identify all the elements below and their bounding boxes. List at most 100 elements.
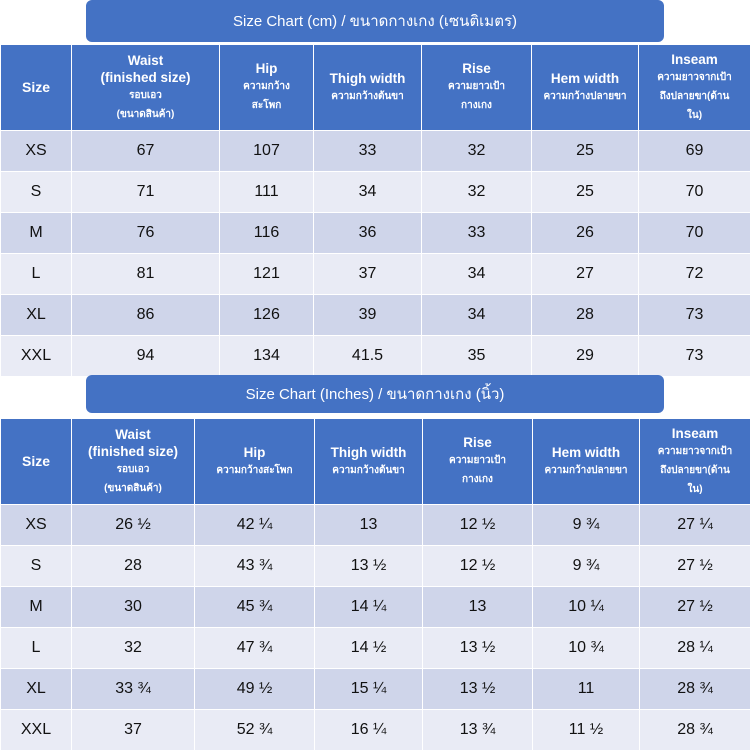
table-row: XXL 37 52 ¾ 16 ¼ 13 ¾ 11 ½ 28 ¾ <box>1 710 750 751</box>
inch-size-table: Size Waist (finished size) รอบเอว (ขนาดส… <box>0 418 750 751</box>
cm-cell: 72 <box>639 254 750 295</box>
inch-header-inseam-th: ความยาวจากเป้า ถึงปลายขา(ด้าน ใน) <box>640 442 750 499</box>
inch-cell: XXL <box>1 710 72 751</box>
cm-header-inseam-th: ความยาวจากเป้า ถึงปลายขา(ด้าน ใน) <box>639 68 750 125</box>
cm-cell: XXL <box>1 336 72 377</box>
cm-cell: 26 <box>532 213 639 254</box>
inch-header-hip: Hip ความกว้างสะโพก <box>195 419 315 505</box>
inch-cell: 14 ½ <box>315 628 423 669</box>
cm-cell: 70 <box>639 213 750 254</box>
cm-cell: 41.5 <box>314 336 422 377</box>
inch-header-hem: Hem width ความกว้างปลายขา <box>533 419 640 505</box>
inch-cell: 27 ½ <box>640 587 750 628</box>
inch-header-thigh-th: ความกว้างต้นขา <box>315 461 422 480</box>
inch-cell: 13 ½ <box>423 669 533 710</box>
table-row: XS 26 ½ 42 ¼ 13 12 ½ 9 ¾ 27 ¼ <box>1 505 750 546</box>
cm-cell: 34 <box>422 295 532 336</box>
cm-header-size-en: Size <box>1 79 71 96</box>
inch-header-thigh-en: Thigh width <box>315 444 422 461</box>
table-row: XS 67 107 33 32 25 69 <box>1 131 750 172</box>
cm-cell: 134 <box>220 336 314 377</box>
inch-header-rise-en: Rise <box>423 434 532 451</box>
inch-cell: 13 ½ <box>315 546 423 587</box>
inch-cell: 13 ¾ <box>423 710 533 751</box>
cm-cell: 29 <box>532 336 639 377</box>
cm-cell: 27 <box>532 254 639 295</box>
cm-cell: 25 <box>532 172 639 213</box>
inch-cell: 13 ½ <box>423 628 533 669</box>
inch-cell: XL <box>1 669 72 710</box>
inch-cell: 15 ¼ <box>315 669 423 710</box>
inch-header-thigh: Thigh width ความกว้างต้นขา <box>315 419 423 505</box>
cm-header-waist: Waist (finished size) รอบเอว (ขนาดสินค้า… <box>72 45 220 131</box>
cm-cell: 32 <box>422 172 532 213</box>
inch-cell: L <box>1 628 72 669</box>
cm-cell: 107 <box>220 131 314 172</box>
inch-cell: 12 ½ <box>423 505 533 546</box>
inch-cell: S <box>1 546 72 587</box>
inch-header-waist-en: Waist (finished size) <box>72 426 194 460</box>
table-row: S 28 43 ¾ 13 ½ 12 ½ 9 ¾ 27 ½ <box>1 546 750 587</box>
inch-header-inseam: Inseam ความยาวจากเป้า ถึงปลายขา(ด้าน ใน) <box>640 419 750 505</box>
inch-cell: 13 <box>423 587 533 628</box>
inch-cell: 42 ¼ <box>195 505 315 546</box>
inch-header-waist-th: รอบเอว (ขนาดสินค้า) <box>72 460 194 498</box>
inch-chart-title: Size Chart (Inches) / ขนาดกางเกง (นิ้ว) <box>86 375 664 413</box>
cm-header-thigh-en: Thigh width <box>314 70 421 87</box>
cm-header-hip-th: ความกว้าง สะโพก <box>220 77 313 115</box>
cm-header-thigh: Thigh width ความกว้างต้นขา <box>314 45 422 131</box>
cm-cell: XS <box>1 131 72 172</box>
cm-cell: 32 <box>422 131 532 172</box>
cm-cell: 116 <box>220 213 314 254</box>
inch-cell: 11 ½ <box>533 710 640 751</box>
cm-cell: 67 <box>72 131 220 172</box>
inch-cell: M <box>1 587 72 628</box>
inch-cell: 32 <box>72 628 195 669</box>
inch-cell: 10 ¾ <box>533 628 640 669</box>
cm-cell: L <box>1 254 72 295</box>
table-row: XL 86 126 39 34 28 73 <box>1 295 750 336</box>
inch-cell: 47 ¾ <box>195 628 315 669</box>
inch-cell: 28 ¼ <box>640 628 750 669</box>
cm-cell: 81 <box>72 254 220 295</box>
inch-cell: 52 ¾ <box>195 710 315 751</box>
inch-cell: 33 ¾ <box>72 669 195 710</box>
cm-cell: 34 <box>422 254 532 295</box>
inch-cell: 49 ½ <box>195 669 315 710</box>
cm-header-thigh-th: ความกว้างต้นขา <box>314 87 421 106</box>
cm-header-inseam: Inseam ความยาวจากเป้า ถึงปลายขา(ด้าน ใน) <box>639 45 750 131</box>
inch-header-size: Size <box>1 419 72 505</box>
inch-cell: 9 ¾ <box>533 546 640 587</box>
cm-cell: 70 <box>639 172 750 213</box>
inch-header-hip-th: ความกว้างสะโพก <box>195 461 314 480</box>
inch-cell: 37 <box>72 710 195 751</box>
cm-cell: 94 <box>72 336 220 377</box>
cm-header-waist-en: Waist (finished size) <box>72 52 219 86</box>
inch-cell: XS <box>1 505 72 546</box>
cm-cell: 39 <box>314 295 422 336</box>
cm-header-inseam-en: Inseam <box>639 51 750 68</box>
cm-cell: 71 <box>72 172 220 213</box>
cm-header-hem-th: ความกว้างปลายขา <box>532 87 638 106</box>
inch-cell: 16 ¼ <box>315 710 423 751</box>
table-row: M 30 45 ¾ 14 ¼ 13 10 ¼ 27 ½ <box>1 587 750 628</box>
inch-header-hem-en: Hem width <box>533 444 639 461</box>
inch-cell: 14 ¼ <box>315 587 423 628</box>
table-row: L 32 47 ¾ 14 ½ 13 ½ 10 ¾ 28 ¼ <box>1 628 750 669</box>
inch-cell: 27 ¼ <box>640 505 750 546</box>
inch-header-waist: Waist (finished size) รอบเอว (ขนาดสินค้า… <box>72 419 195 505</box>
inch-header-row: Size Waist (finished size) รอบเอว (ขนาดส… <box>1 419 750 505</box>
cm-header-hem-en: Hem width <box>532 70 638 87</box>
inch-cell: 13 <box>315 505 423 546</box>
inch-cell: 28 ¾ <box>640 710 750 751</box>
inch-cell: 28 ¾ <box>640 669 750 710</box>
inch-cell: 27 ½ <box>640 546 750 587</box>
cm-cell: 33 <box>314 131 422 172</box>
cm-cell: 25 <box>532 131 639 172</box>
cm-header-size: Size <box>1 45 72 131</box>
cm-cell: 121 <box>220 254 314 295</box>
inch-header-hem-th: ความกว้างปลายขา <box>533 461 639 480</box>
inch-header-hip-en: Hip <box>195 444 314 461</box>
inch-cell: 43 ¾ <box>195 546 315 587</box>
cm-header-hip-en: Hip <box>220 60 313 77</box>
